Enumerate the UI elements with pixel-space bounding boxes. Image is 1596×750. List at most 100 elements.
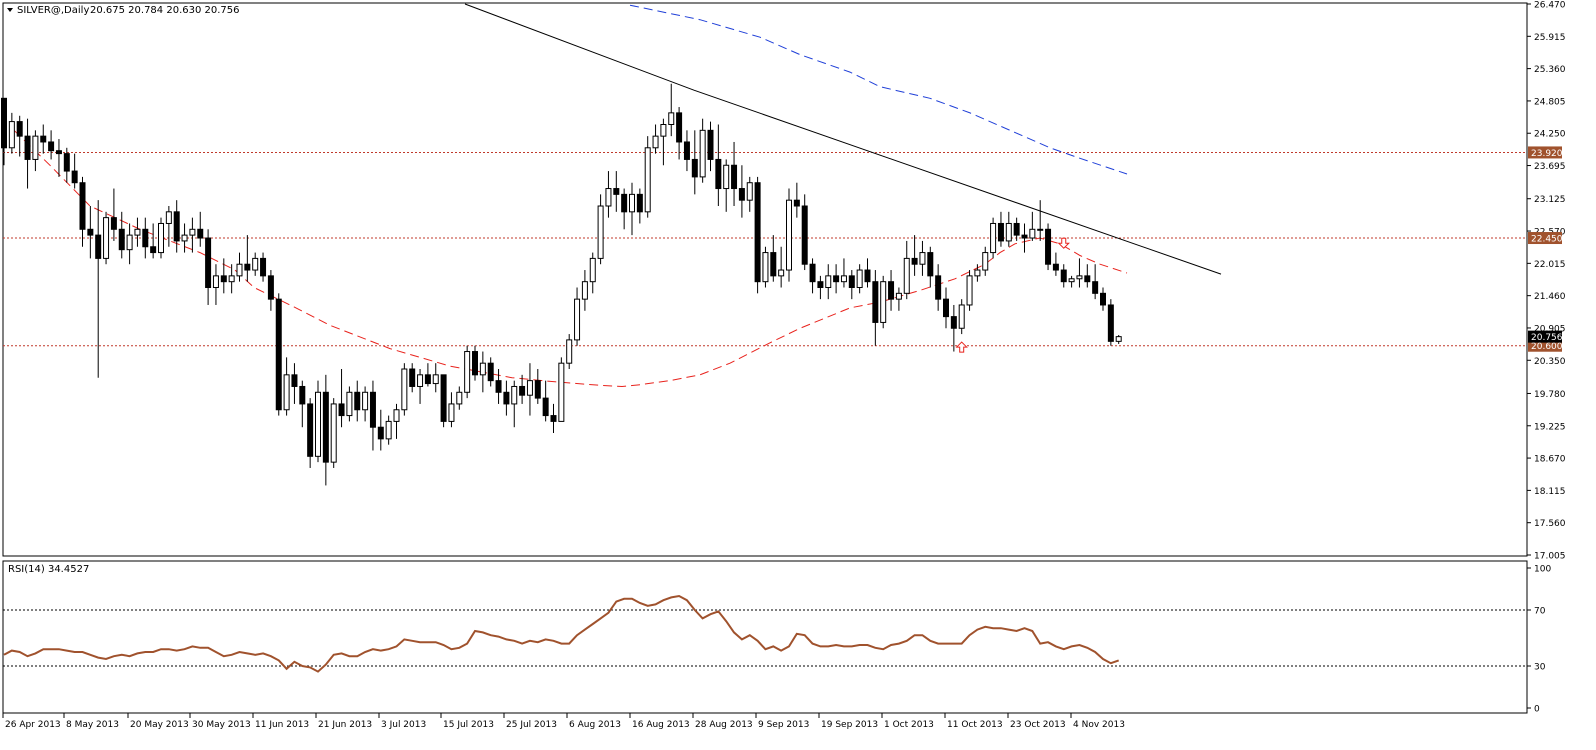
- candle: [589, 252, 596, 294]
- candle: [472, 345, 478, 381]
- candle: [943, 287, 949, 329]
- candle: [40, 124, 47, 154]
- candle-body: [126, 234, 133, 251]
- candle: [346, 386, 353, 422]
- candle-body: [260, 257, 267, 277]
- candle-body: [55, 150, 62, 155]
- candle: [503, 380, 510, 416]
- time-tick-label: 16 Aug 2013: [632, 720, 690, 730]
- collapse-triangle-icon[interactable]: [7, 8, 13, 12]
- time-tick-label: 3 Jul 2013: [381, 720, 426, 730]
- time-tick-label: 26 Apr 2013: [5, 720, 61, 730]
- candle-body: [346, 391, 353, 417]
- candle: [165, 206, 172, 247]
- candle-body: [982, 252, 989, 271]
- rsi-line[interactable]: [3, 594, 1120, 673]
- candle-body: [526, 380, 533, 396]
- candle-body: [456, 391, 463, 405]
- candle-body: [927, 252, 934, 277]
- candle-body: [8, 121, 15, 149]
- time-tick-label: 8 May 2013: [66, 720, 119, 730]
- candle: [16, 115, 23, 157]
- candle-body: [307, 403, 314, 457]
- candle: [385, 415, 392, 445]
- candle: [103, 211, 110, 265]
- candle-body: [205, 237, 212, 289]
- candle-body: [762, 252, 769, 283]
- candle-body: [409, 368, 416, 387]
- candle: [715, 124, 722, 207]
- candle-body: [1013, 222, 1020, 236]
- candle: [1013, 217, 1020, 241]
- candle-body: [173, 211, 180, 242]
- candle: [417, 369, 424, 404]
- candle-body: [110, 217, 117, 230]
- time-tick-label: 11 Oct 2013: [947, 720, 1003, 730]
- candle-body: [1100, 292, 1106, 306]
- rsi-pane: [2, 560, 1528, 714]
- sell-arrow-icon[interactable]: [1057, 237, 1070, 249]
- candle: [71, 153, 78, 189]
- time-tick-label: 19 Sep 2013: [821, 720, 878, 730]
- price-tick-label: 23.695: [1534, 162, 1566, 172]
- rsi-label: RSI(14) 34.4527: [8, 564, 89, 575]
- candle: [8, 112, 15, 154]
- candle: [1076, 258, 1083, 288]
- candle: [636, 188, 643, 224]
- candle: [770, 235, 777, 282]
- candle: [1021, 223, 1028, 253]
- candle: [197, 211, 204, 247]
- candle: [377, 409, 384, 451]
- level-tag: [1528, 146, 1562, 159]
- candle-body: [71, 170, 78, 184]
- candle-body: [644, 147, 651, 213]
- candle: [911, 235, 918, 276]
- candle: [786, 188, 792, 282]
- candle-body: [597, 205, 604, 259]
- candle-body: [833, 275, 840, 283]
- candle-body: [825, 275, 832, 289]
- candle-body: [1, 97, 7, 149]
- candle-body: [683, 141, 690, 160]
- candle: [409, 363, 416, 393]
- candle: [291, 363, 298, 404]
- candle-body: [338, 403, 345, 417]
- candle: [24, 118, 31, 189]
- candle-body: [1092, 281, 1099, 294]
- moving-average-slow[interactable]: [629, 4, 1128, 175]
- candle-body: [793, 199, 800, 207]
- candle-body: [707, 129, 714, 160]
- candle-body: [1115, 336, 1122, 342]
- buy-arrow-icon[interactable]: [955, 341, 968, 353]
- candle: [958, 299, 965, 335]
- candle-body: [943, 298, 949, 318]
- ohlc-label: 20.675 20.784 20.630 20.756: [90, 5, 240, 16]
- candle: [134, 217, 141, 247]
- candle-body: [1068, 278, 1075, 283]
- candle-body: [354, 391, 361, 411]
- candle: [982, 246, 989, 276]
- candle-body: [817, 281, 824, 289]
- candle: [997, 211, 1004, 247]
- candle-body: [880, 281, 887, 323]
- candle: [534, 369, 541, 404]
- candle-body: [448, 403, 455, 422]
- trendline[interactable]: [464, 3, 1222, 275]
- candle-body: [362, 391, 369, 411]
- candle: [707, 121, 714, 172]
- candle: [487, 357, 494, 387]
- candle: [1005, 211, 1012, 247]
- candle: [205, 229, 212, 305]
- candle: [1037, 200, 1044, 241]
- candle: [126, 223, 133, 265]
- price-tick-label: 19.780: [1534, 390, 1566, 400]
- candle: [660, 118, 667, 166]
- candle-body: [511, 385, 518, 405]
- rsi-tick-label: 100: [1534, 565, 1551, 575]
- candle: [464, 345, 471, 399]
- candle: [511, 380, 518, 428]
- candle-body: [150, 246, 157, 254]
- level-tag-label: 20.600: [1531, 342, 1563, 352]
- candle-body: [566, 339, 573, 364]
- candle-body: [181, 234, 188, 242]
